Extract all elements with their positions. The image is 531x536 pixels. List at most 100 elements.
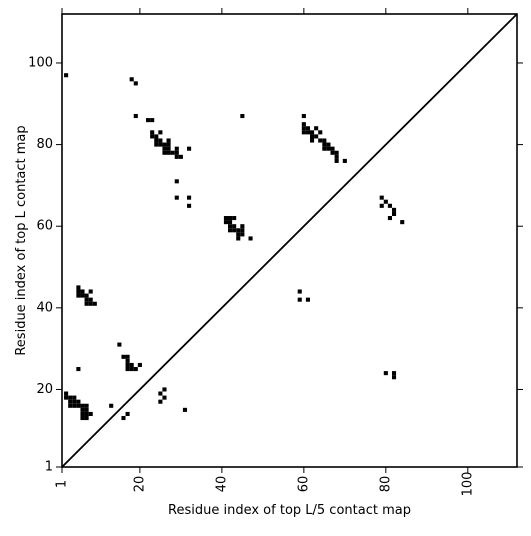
contact-point <box>68 399 73 404</box>
contact-point <box>64 73 69 78</box>
y-tick-label: 40 <box>36 300 53 315</box>
y-tick-label: 60 <box>36 219 53 234</box>
contact-point <box>162 387 167 392</box>
contact-point <box>84 411 89 416</box>
contact-point <box>326 146 331 151</box>
contact-point <box>232 228 237 233</box>
x-tick-label: 40 <box>214 476 229 493</box>
contact-point <box>322 138 327 143</box>
contact-point <box>310 138 315 143</box>
contact-point <box>182 407 188 412</box>
contact-point <box>305 126 310 131</box>
contact-point <box>383 199 388 204</box>
contact-point <box>80 293 85 298</box>
contact-point <box>162 395 167 400</box>
contact-point <box>178 154 183 159</box>
x-tick-label: 100 <box>460 472 475 497</box>
contact-point <box>170 150 175 155</box>
diagonal-line <box>61 13 518 468</box>
contact-point <box>84 301 89 306</box>
x-tick-label: 1 <box>55 480 70 488</box>
contact-point <box>314 126 319 131</box>
contact-point <box>228 220 233 225</box>
x-axis-label: Residue index of top L/5 contact map <box>168 503 411 518</box>
contact-point <box>240 228 245 233</box>
contact-point <box>240 113 245 119</box>
contact-point <box>166 142 171 147</box>
contact-point <box>72 395 77 400</box>
contact-point <box>342 158 347 163</box>
contact-point <box>248 236 253 241</box>
contact-point <box>301 126 306 131</box>
contact-point <box>76 289 81 294</box>
contact-point <box>174 146 179 151</box>
contact-point <box>88 301 93 306</box>
contact-point <box>158 138 163 143</box>
contact-point <box>117 342 122 347</box>
contact-point <box>68 403 73 408</box>
contact-point <box>334 150 339 155</box>
contact-point <box>80 403 85 408</box>
contact-point <box>80 411 85 416</box>
contact-point <box>232 216 237 221</box>
contact-point <box>322 142 327 147</box>
contact-point <box>223 220 229 225</box>
contact-point <box>84 297 89 302</box>
contact-point <box>162 142 167 147</box>
contact-point <box>125 362 130 368</box>
contact-point <box>64 395 69 400</box>
contact-point <box>158 142 163 147</box>
contact-point <box>297 297 302 302</box>
contact-point <box>391 375 397 380</box>
x-tick-label: 20 <box>132 476 147 493</box>
contact-point <box>236 232 241 237</box>
contact-point <box>318 138 323 143</box>
y-tick-label: 100 <box>28 55 53 70</box>
x-tick-label: 60 <box>296 476 311 493</box>
contact-point <box>322 146 327 151</box>
diagonal-layer <box>61 13 518 468</box>
contact-point <box>383 371 388 376</box>
contact-point <box>88 289 93 294</box>
contact-point <box>318 130 323 135</box>
contact-point <box>146 118 151 123</box>
contact-point <box>236 236 241 241</box>
contact-point <box>240 232 245 237</box>
contact-point <box>80 289 85 294</box>
contact-point <box>150 118 155 123</box>
contact-point <box>158 399 163 404</box>
contact-point <box>125 358 130 363</box>
contact-point <box>166 146 171 151</box>
y-tick-label: 1 <box>45 460 53 475</box>
plot-frame <box>61 13 518 468</box>
contact-point <box>76 285 81 290</box>
contact-point <box>88 411 93 416</box>
contact-point <box>88 297 93 302</box>
contact-point <box>80 407 85 412</box>
contact-point <box>84 407 89 412</box>
x-tick-label: 80 <box>378 476 393 493</box>
contact-point <box>391 207 397 212</box>
contact-point <box>125 354 130 359</box>
contact-point <box>129 362 134 368</box>
contact-point <box>84 403 89 408</box>
contact-point <box>236 228 241 233</box>
contact-point <box>154 134 159 139</box>
contact-point <box>154 138 159 143</box>
contact-point <box>133 81 138 86</box>
y-tick-label: 80 <box>36 137 53 152</box>
y-axis-label: Residue index of top L contact map <box>14 125 29 355</box>
contact-point <box>76 367 81 372</box>
contact-point <box>72 399 77 404</box>
contact-point <box>109 403 114 408</box>
contact-point <box>92 301 97 306</box>
contact-point <box>125 411 130 416</box>
contact-point <box>187 203 192 208</box>
contact-point <box>326 142 331 147</box>
contact-point <box>310 130 315 135</box>
contact-point <box>150 134 155 139</box>
contact-point <box>174 195 179 200</box>
